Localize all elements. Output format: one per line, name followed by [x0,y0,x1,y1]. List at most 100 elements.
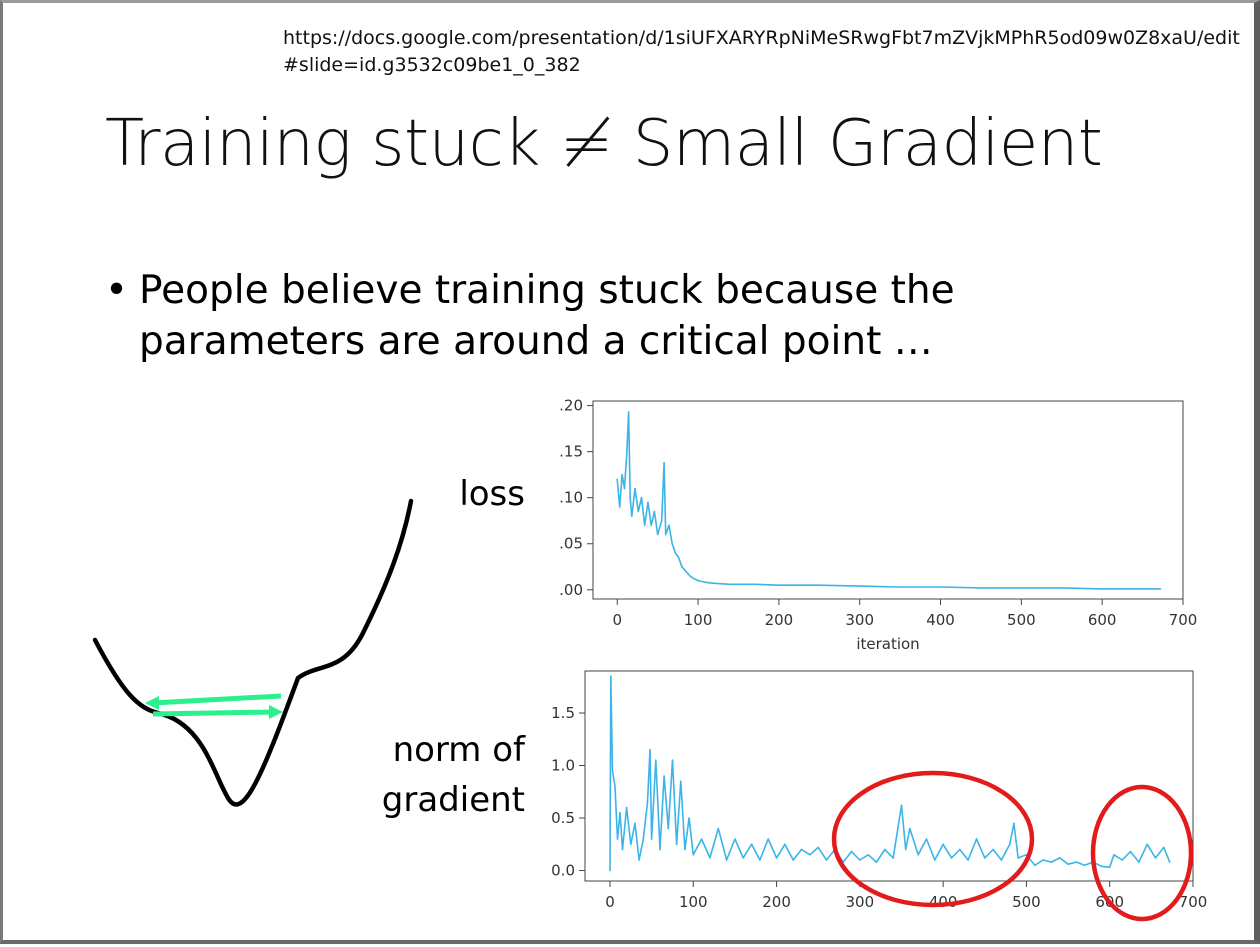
loss-chart: 0 100 200 300 400 500 600 700 .00 .05 .10 .15 .20 ite… [559,397,1197,653]
x-tick-label: 600 [1095,893,1124,911]
x-tick-label: 100 [679,893,708,911]
data-point [859,859,861,861]
data-point [623,487,626,490]
data-point [643,524,646,527]
data-point [614,785,616,788]
data-point [950,857,953,859]
data-point [1113,854,1115,856]
data-point [842,861,844,863]
data-point [1154,857,1157,859]
data-point [629,496,631,499]
series-line [616,411,1161,590]
data-point [984,857,986,859]
data-point [1061,587,1063,589]
loss-label: loss [459,474,525,514]
data-point [631,515,633,517]
data-point [980,587,982,589]
data-point [767,838,769,840]
y-tick-label: .00 [559,581,583,599]
data-point [630,843,632,846]
x-tick-label: 700 [1179,893,1208,911]
x-axis-label: iteration [856,635,919,653]
data-point [904,848,907,851]
x-tick-label: 300 [846,893,875,911]
data-point [934,859,936,861]
data-point [1020,587,1023,589]
y-tick-label: 1.0 [551,757,575,775]
data-point [775,857,778,859]
data-point [634,822,636,825]
y-tick-label: .05 [559,535,583,553]
data-point [834,848,836,851]
data-point [742,857,744,859]
x-tick-label: 500 [1012,893,1041,911]
x-tick-label: 0 [605,893,615,911]
data-point [1058,857,1061,859]
data-point [692,854,695,856]
data-point [753,583,756,586]
data-point [925,838,928,840]
data-point [1159,588,1162,590]
data-point [1108,866,1111,869]
data-point [1013,822,1015,825]
data-point [734,838,736,840]
data-point [709,857,711,859]
data-point [626,450,628,453]
gradient-norm-label-text: norm of gradient [381,730,525,820]
data-point [621,473,623,476]
x-tick-label: 100 [684,611,713,629]
data-point [818,584,821,586]
data-point [1034,864,1036,867]
data-point [725,859,728,861]
data-point [975,838,978,840]
series-line [609,675,1171,871]
x-tick-label: 200 [762,893,791,911]
data-point [688,817,690,819]
data-point [684,848,686,851]
data-point [858,585,861,587]
data-point [1067,863,1069,865]
data-point [1168,861,1171,863]
y-tick-label: 1.5 [551,704,575,722]
data-point [664,533,667,536]
double-arrow-icon [145,693,283,719]
data-point [656,533,659,536]
data-point [792,859,794,861]
data-point [609,869,611,872]
valley-illustration [92,498,414,807]
y-tick-label: .10 [559,489,583,507]
data-point [875,861,878,863]
data-point [759,859,761,861]
data-point [967,859,969,861]
data-point [700,838,703,840]
data-point [1146,843,1148,846]
x-tick-label: 400 [926,611,955,629]
data-point [663,775,665,777]
data-point [705,581,707,584]
data-point [697,579,699,582]
data-point [1101,588,1103,590]
data-point [1075,861,1078,863]
data-point [959,848,961,851]
x-tick-label: 0 [612,611,622,629]
data-point [717,827,720,830]
data-point [667,827,670,830]
x-tick-label: 700 [1169,611,1198,629]
slide-url[interactable]: https://docs.google.com/presentation/d/1… [283,27,1240,76]
data-point [638,859,640,861]
data-point [616,478,618,481]
data-point [647,501,649,504]
data-point [750,843,753,846]
data-point [621,848,624,851]
plot-frame [584,670,1194,882]
data-point [884,848,886,851]
data-point [713,582,715,585]
data-point [900,804,903,807]
data-point [1025,854,1028,856]
data-point [1000,859,1003,861]
x-tick-label: 200 [765,611,794,629]
data-point [778,584,780,586]
data-point [611,770,614,772]
data-point [939,586,942,588]
data-point [675,843,678,846]
